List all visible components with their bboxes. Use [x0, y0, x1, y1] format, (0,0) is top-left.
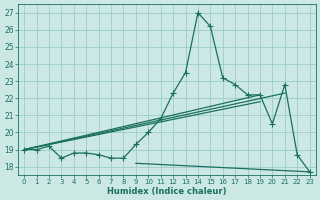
- X-axis label: Humidex (Indice chaleur): Humidex (Indice chaleur): [107, 187, 227, 196]
